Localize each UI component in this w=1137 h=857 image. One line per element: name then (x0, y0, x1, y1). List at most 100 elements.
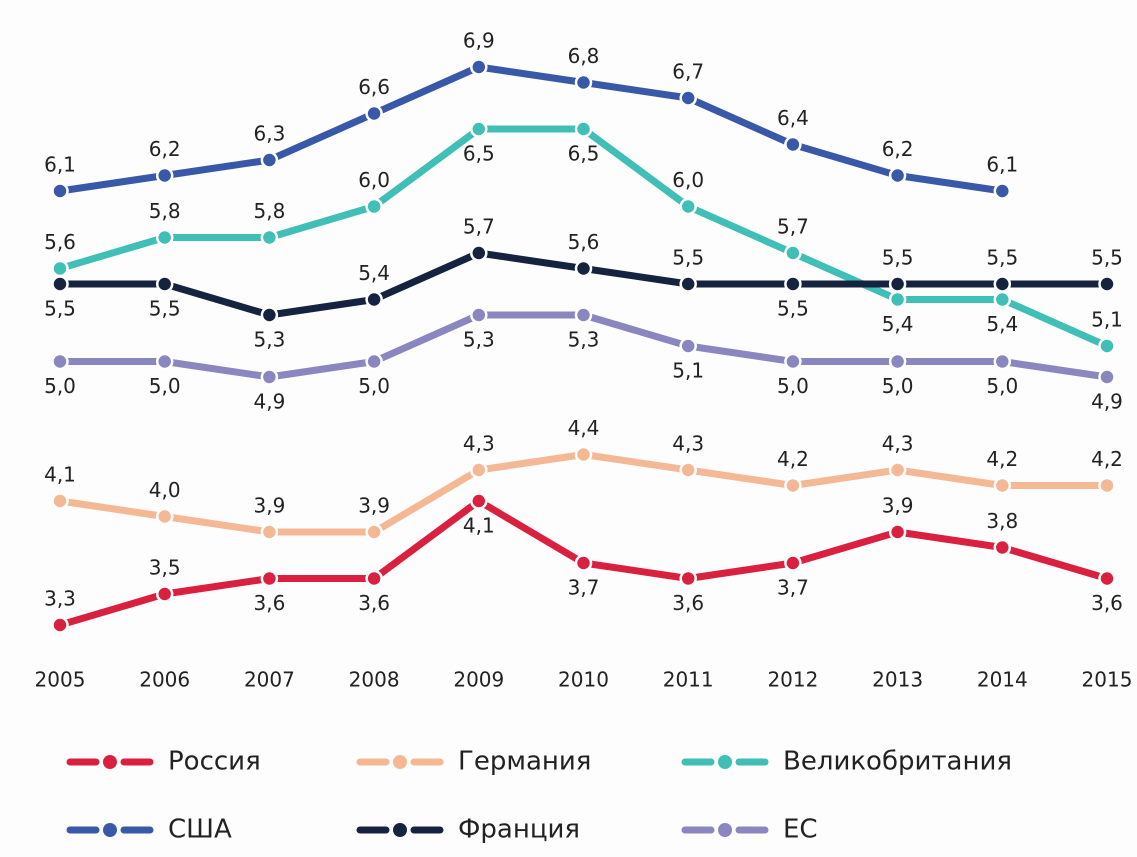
data-point (470, 58, 488, 76)
data-point (260, 569, 279, 588)
data-label: 5,6 (44, 230, 76, 254)
data-label: 4,0 (149, 478, 181, 502)
data-point (993, 182, 1012, 200)
data-label: 3,9 (358, 494, 390, 518)
x-tick-label: 2007 (244, 668, 295, 692)
x-tick-label: 2012 (767, 668, 818, 692)
data-label: 5,5 (1091, 246, 1123, 270)
data-point (679, 275, 697, 293)
data-point (260, 368, 279, 386)
data-point (679, 197, 697, 216)
data-point (260, 228, 279, 247)
data-point (1098, 476, 1116, 495)
data-point (470, 244, 488, 262)
data-label: 6,4 (777, 106, 809, 130)
x-tick-label: 2011 (663, 668, 714, 692)
data-label: 4,3 (463, 432, 495, 456)
data-label: 5,1 (672, 359, 704, 383)
data-point (1098, 569, 1116, 588)
data-label: 3,9 (253, 494, 285, 518)
data-label: 3,6 (1091, 591, 1123, 615)
data-point (679, 337, 697, 355)
data-label: 5,7 (777, 215, 809, 239)
data-label: 3,7 (568, 576, 600, 600)
data-point (784, 275, 802, 293)
data-label: 5,0 (777, 374, 809, 398)
legend-marker-dot (103, 755, 117, 769)
data-point (365, 352, 383, 371)
data-label: 6,1 (44, 153, 76, 177)
data-label: 6,7 (672, 60, 704, 84)
data-label: 5,5 (149, 297, 181, 321)
data-label: 6,5 (463, 142, 495, 166)
data-label: 6,8 (568, 44, 600, 68)
data-label: 5,8 (253, 199, 285, 223)
data-point (993, 352, 1012, 371)
data-point (784, 554, 802, 572)
x-tick-label: 2006 (139, 668, 190, 692)
data-point (365, 569, 383, 588)
data-point (365, 104, 383, 123)
data-point (888, 461, 907, 479)
data-point (574, 445, 593, 464)
data-point (1098, 337, 1116, 355)
data-label: 5,4 (882, 312, 914, 336)
data-point (155, 228, 174, 247)
data-point (51, 616, 69, 634)
legend-label: Германия (458, 747, 591, 777)
data-point (1098, 275, 1116, 293)
data-point (51, 259, 69, 278)
x-tick-label: 2015 (1082, 668, 1133, 692)
data-label: 5,0 (882, 374, 914, 398)
data-label: 4,3 (882, 432, 914, 456)
data-point (679, 461, 697, 479)
data-point (888, 290, 907, 309)
data-label: 6,2 (149, 137, 181, 161)
data-point (888, 523, 907, 541)
legend-label: Франция (458, 815, 580, 845)
x-tick-label: 2010 (558, 668, 609, 692)
data-label: 3,6 (358, 591, 390, 615)
data-label: 5,5 (777, 297, 809, 321)
data-point (155, 275, 174, 293)
data-point (993, 538, 1012, 557)
data-label: 4,2 (986, 447, 1018, 471)
data-point (51, 492, 69, 510)
data-point (784, 476, 802, 495)
data-label: 3,9 (882, 494, 914, 518)
data-label: 3,5 (149, 556, 181, 580)
data-label: 5,5 (986, 246, 1018, 270)
data-label: 5,3 (568, 328, 600, 352)
data-point (365, 197, 383, 216)
data-point (784, 135, 802, 154)
data-point (470, 492, 488, 510)
data-point (155, 166, 174, 185)
x-tick-label: 2009 (453, 668, 504, 692)
data-label: 6,5 (568, 142, 600, 166)
data-point (888, 166, 907, 185)
data-point (888, 275, 907, 293)
data-label: 4,2 (777, 447, 809, 471)
data-label: 5,6 (568, 230, 600, 254)
data-label: 4,2 (1091, 447, 1123, 471)
data-point (574, 120, 593, 138)
data-label: 5,0 (986, 374, 1018, 398)
data-label: 4,3 (672, 432, 704, 456)
legend-marker-dot (718, 823, 732, 837)
legend-label: Россия (168, 747, 261, 777)
data-point (470, 120, 488, 138)
legend-marker-dot (718, 755, 732, 769)
data-label: 6,3 (253, 122, 285, 146)
data-point (51, 275, 69, 293)
data-label: 5,4 (358, 261, 390, 285)
data-label: 5,4 (986, 312, 1018, 336)
data-point (260, 151, 279, 169)
data-label: 4,4 (568, 416, 600, 440)
series-line (56, 63, 1006, 195)
data-point (679, 89, 697, 107)
data-label: 6,0 (672, 168, 704, 192)
data-point (679, 569, 697, 588)
data-point (155, 507, 174, 526)
